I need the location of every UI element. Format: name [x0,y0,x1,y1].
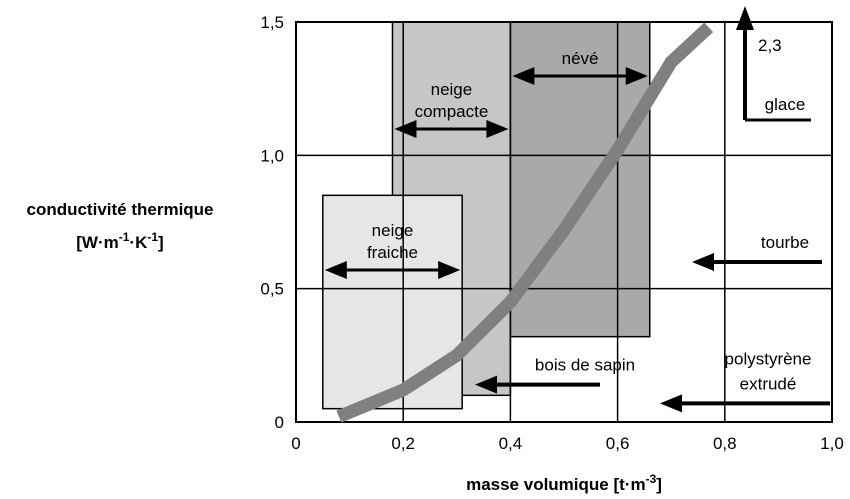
arrow-head [324,261,347,279]
glace-value-label: 2,3 [758,36,782,55]
x-tick-label: 0,2 [391,434,415,453]
annotation-label: tourbe [761,233,809,252]
region-label: compacte [415,102,489,121]
y-tick-label: 1,0 [260,146,284,165]
y-axis-label: conductivité thermique [26,200,213,219]
plot-frame [295,21,833,423]
region-label: neige [431,80,473,99]
x-tick-label: 0,4 [499,434,523,453]
x-tick-label: 1,0 [820,434,844,453]
arrow-head [438,261,461,279]
region-label: névé [562,49,599,68]
y-tick-label: 0 [275,413,284,432]
region-label: fraiche [367,243,418,262]
arrow-head [512,67,535,85]
x-tick-label: 0,8 [713,434,737,453]
y-tick-label: 1,5 [260,13,284,32]
annotation-label: extrudé [740,374,797,393]
region-label: neige [372,221,414,240]
arrow-head [394,120,417,138]
glace-label: glace [765,95,806,114]
arrow-head [475,375,497,394]
arrow-head [692,253,714,271]
curve [336,22,714,423]
x-tick-label: 0,6 [606,434,630,453]
y-axis-label-unit: [W·m-1·K-1] [76,230,163,252]
arrow-head [486,120,509,138]
arrow-head [736,6,754,30]
x-axis-label: masse volumique [t·m-3] [466,472,662,494]
arrow-head [625,67,648,85]
arrow-head [660,394,682,413]
y-tick-label: 0,5 [260,280,284,299]
annotation-label: bois de sapin [535,356,635,375]
annotation-label: polystyrène [725,349,812,368]
x-tick-label: 0 [291,434,300,453]
